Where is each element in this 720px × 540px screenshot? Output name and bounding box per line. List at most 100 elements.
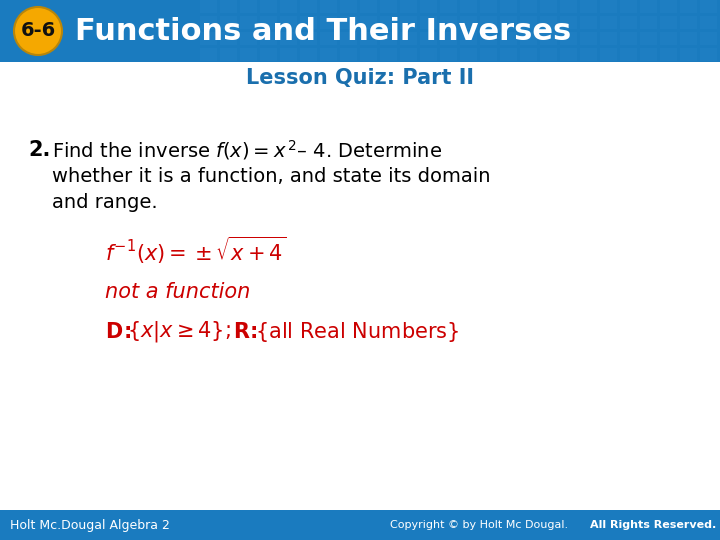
- FancyBboxPatch shape: [440, 32, 457, 45]
- FancyBboxPatch shape: [480, 32, 497, 45]
- FancyBboxPatch shape: [360, 32, 377, 45]
- FancyBboxPatch shape: [500, 32, 517, 45]
- FancyBboxPatch shape: [660, 0, 677, 13]
- FancyBboxPatch shape: [300, 48, 317, 61]
- FancyBboxPatch shape: [640, 0, 657, 13]
- Circle shape: [14, 7, 62, 55]
- FancyBboxPatch shape: [420, 0, 437, 13]
- FancyBboxPatch shape: [520, 0, 537, 13]
- FancyBboxPatch shape: [400, 48, 417, 61]
- FancyBboxPatch shape: [480, 16, 497, 29]
- FancyBboxPatch shape: [200, 0, 217, 13]
- FancyBboxPatch shape: [260, 48, 277, 61]
- FancyBboxPatch shape: [700, 32, 717, 45]
- FancyBboxPatch shape: [320, 32, 337, 45]
- FancyBboxPatch shape: [560, 32, 577, 45]
- FancyBboxPatch shape: [440, 0, 457, 13]
- FancyBboxPatch shape: [280, 16, 297, 29]
- FancyBboxPatch shape: [360, 0, 377, 13]
- FancyBboxPatch shape: [240, 32, 257, 45]
- FancyBboxPatch shape: [300, 32, 317, 45]
- FancyBboxPatch shape: [460, 48, 477, 61]
- FancyBboxPatch shape: [460, 0, 477, 13]
- FancyBboxPatch shape: [260, 16, 277, 29]
- Text: Functions and Their Inverses: Functions and Their Inverses: [75, 17, 571, 45]
- FancyBboxPatch shape: [560, 0, 577, 13]
- FancyBboxPatch shape: [200, 48, 217, 61]
- FancyBboxPatch shape: [680, 48, 697, 61]
- FancyBboxPatch shape: [500, 16, 517, 29]
- FancyBboxPatch shape: [580, 32, 597, 45]
- FancyBboxPatch shape: [320, 0, 337, 13]
- FancyBboxPatch shape: [620, 16, 637, 29]
- FancyBboxPatch shape: [400, 32, 417, 45]
- Text: and range.: and range.: [52, 192, 158, 212]
- FancyBboxPatch shape: [460, 16, 477, 29]
- FancyBboxPatch shape: [200, 32, 217, 45]
- FancyBboxPatch shape: [380, 32, 397, 45]
- FancyBboxPatch shape: [340, 0, 357, 13]
- Text: 6-6: 6-6: [20, 22, 55, 40]
- Text: whether it is a function, and state its domain: whether it is a function, and state its …: [52, 166, 490, 186]
- Text: Copyright © by Holt Mc Dougal.: Copyright © by Holt Mc Dougal.: [390, 520, 572, 530]
- FancyBboxPatch shape: [240, 48, 257, 61]
- FancyBboxPatch shape: [620, 32, 637, 45]
- FancyBboxPatch shape: [560, 48, 577, 61]
- FancyBboxPatch shape: [600, 48, 617, 61]
- FancyBboxPatch shape: [580, 16, 597, 29]
- FancyBboxPatch shape: [380, 16, 397, 29]
- FancyBboxPatch shape: [380, 48, 397, 61]
- FancyBboxPatch shape: [680, 16, 697, 29]
- FancyBboxPatch shape: [360, 16, 377, 29]
- Text: Find the inverse $f(x) = x^{\,2}$– 4. Determine: Find the inverse $f(x) = x^{\,2}$– 4. De…: [52, 138, 442, 162]
- Text: $\{$all Real Numbers$\}$: $\{$all Real Numbers$\}$: [255, 320, 459, 344]
- FancyBboxPatch shape: [360, 48, 377, 61]
- FancyBboxPatch shape: [240, 16, 257, 29]
- FancyBboxPatch shape: [580, 48, 597, 61]
- Text: 2.: 2.: [28, 140, 50, 160]
- FancyBboxPatch shape: [340, 48, 357, 61]
- FancyBboxPatch shape: [540, 0, 557, 13]
- Text: All Rights Reserved.: All Rights Reserved.: [590, 520, 716, 530]
- FancyBboxPatch shape: [600, 32, 617, 45]
- FancyBboxPatch shape: [300, 16, 317, 29]
- FancyBboxPatch shape: [220, 32, 237, 45]
- FancyBboxPatch shape: [680, 32, 697, 45]
- FancyBboxPatch shape: [660, 48, 677, 61]
- FancyBboxPatch shape: [520, 32, 537, 45]
- FancyBboxPatch shape: [640, 32, 657, 45]
- FancyBboxPatch shape: [420, 16, 437, 29]
- FancyBboxPatch shape: [300, 0, 317, 13]
- Text: $f^{-1}(x) = \pm\sqrt{x+4}$: $f^{-1}(x) = \pm\sqrt{x+4}$: [105, 234, 287, 266]
- FancyBboxPatch shape: [680, 0, 697, 13]
- FancyBboxPatch shape: [400, 16, 417, 29]
- FancyBboxPatch shape: [540, 48, 557, 61]
- FancyBboxPatch shape: [480, 0, 497, 13]
- FancyBboxPatch shape: [400, 0, 417, 13]
- FancyBboxPatch shape: [700, 16, 717, 29]
- Text: Holt Mc.Dougal Algebra 2: Holt Mc.Dougal Algebra 2: [10, 518, 170, 531]
- FancyBboxPatch shape: [420, 32, 437, 45]
- FancyBboxPatch shape: [260, 0, 277, 13]
- FancyBboxPatch shape: [280, 48, 297, 61]
- FancyBboxPatch shape: [500, 48, 517, 61]
- FancyBboxPatch shape: [640, 16, 657, 29]
- FancyBboxPatch shape: [500, 0, 517, 13]
- FancyBboxPatch shape: [520, 48, 537, 61]
- FancyBboxPatch shape: [280, 32, 297, 45]
- FancyBboxPatch shape: [240, 0, 257, 13]
- Text: $\{x|x \geq 4\};$: $\{x|x \geq 4\};$: [127, 320, 231, 345]
- Text: not a function: not a function: [105, 282, 251, 302]
- FancyBboxPatch shape: [220, 0, 237, 13]
- FancyBboxPatch shape: [440, 16, 457, 29]
- FancyBboxPatch shape: [640, 48, 657, 61]
- FancyBboxPatch shape: [380, 0, 397, 13]
- FancyBboxPatch shape: [340, 32, 357, 45]
- FancyBboxPatch shape: [260, 32, 277, 45]
- FancyBboxPatch shape: [600, 16, 617, 29]
- FancyBboxPatch shape: [220, 16, 237, 29]
- FancyBboxPatch shape: [220, 48, 237, 61]
- FancyBboxPatch shape: [700, 48, 717, 61]
- FancyBboxPatch shape: [420, 48, 437, 61]
- FancyBboxPatch shape: [320, 16, 337, 29]
